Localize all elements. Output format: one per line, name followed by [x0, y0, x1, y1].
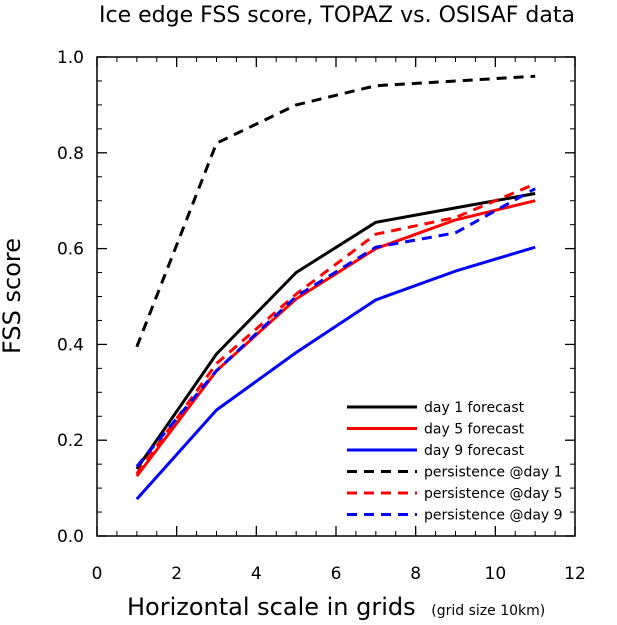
chart-title: Ice edge FSS score, TOPAZ vs. OSISAF dat… — [99, 3, 575, 28]
x-tick-label: 0 — [92, 564, 103, 584]
y-tick-label: 0.8 — [57, 144, 84, 164]
series-lines — [135, 74, 536, 501]
y-tick-label: 0.2 — [57, 431, 84, 451]
legend: day 1 forecast day 5 forecast day 9 foreca… — [347, 400, 563, 524]
legend-label: persistence @day 1 — [424, 465, 563, 481]
x-axis-label-note: (grid size 10km) — [431, 603, 545, 619]
y-axis-label: FSS score — [0, 238, 26, 354]
x-tick-label: 12 — [564, 564, 586, 584]
y-tick-label: 1.0 — [57, 48, 84, 68]
legend-label: day 5 forecast — [424, 422, 525, 438]
y-tick-label: 0.4 — [57, 335, 84, 355]
x-axis-label-main: Horizontal scale in grids — [127, 593, 416, 621]
y-tick-label: 0.0 — [57, 527, 84, 547]
legend-label: persistence @day 9 — [424, 508, 563, 524]
x-axis-label: Horizontal scale in grids (grid size 10k… — [127, 593, 545, 621]
legend-label: day 9 forecast — [424, 443, 525, 459]
series-line-2 — [135, 245, 536, 501]
series-line-5 — [135, 187, 536, 468]
axis-ticks: 0 2 4 6 8 10 12 0.0 0.2 0.4 0.6 0.8 1.0 — [57, 48, 586, 584]
plot-frame — [96, 56, 576, 537]
x-tick-label: 6 — [331, 564, 342, 584]
legend-label: persistence @day 5 — [424, 486, 563, 502]
x-tick-label: 10 — [485, 564, 507, 584]
x-tick-label: 2 — [171, 564, 182, 584]
y-tick-label: 0.6 — [57, 240, 84, 260]
legend-label: day 1 forecast — [424, 400, 525, 416]
series-line-0 — [135, 192, 536, 470]
series-line-3 — [135, 74, 536, 348]
x-tick-label: 4 — [251, 564, 262, 584]
series-line-4 — [135, 182, 536, 475]
x-tick-label: 8 — [410, 564, 421, 584]
